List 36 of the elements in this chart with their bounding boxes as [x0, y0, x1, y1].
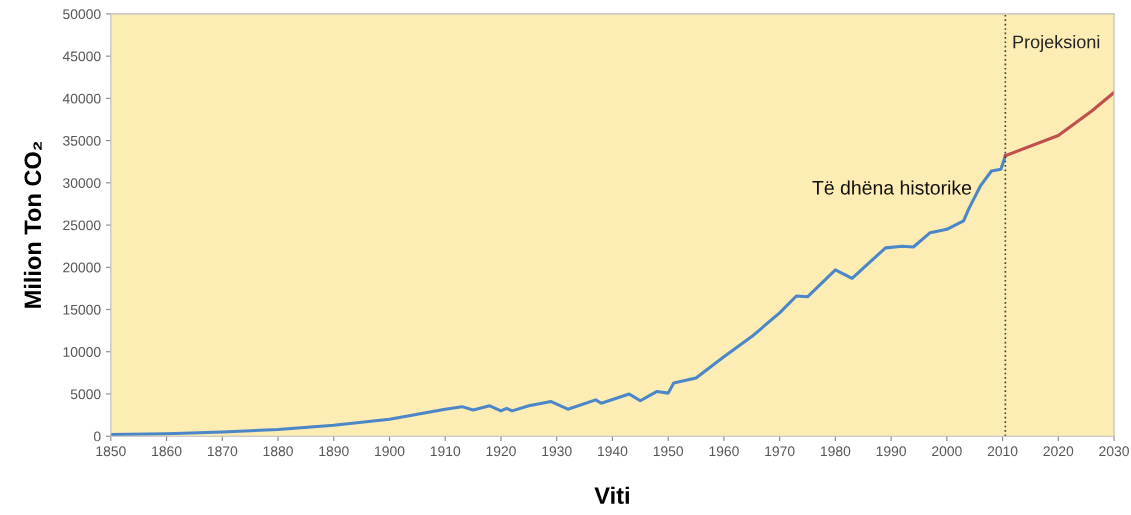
x-tick-label: 1980	[820, 446, 851, 457]
x-tick-label: 2010	[987, 446, 1018, 457]
y-tick-label: 35000	[63, 135, 101, 146]
x-tick-label: 1910	[430, 446, 461, 457]
x-tick-label: 1920	[486, 446, 516, 457]
y-tick-label: 15000	[63, 304, 101, 315]
y-tick-label: 10000	[63, 347, 101, 357]
y-tick-label: 30000	[63, 178, 101, 188]
x-tick-label: 1880	[263, 446, 293, 457]
x-tick-label: 1960	[709, 446, 739, 457]
x-tick-label: 1900	[375, 446, 405, 457]
x-tick-label: 1970	[765, 446, 795, 457]
y-tick-label: 25000	[63, 220, 101, 231]
x-tick-label: 2030	[1099, 446, 1129, 457]
x-tick-label: 1890	[319, 446, 349, 457]
x-tick-label: 1930	[542, 446, 572, 457]
text: Projeksioni	[1013, 35, 1100, 52]
y-axis-title: Milion Ton CO₂	[23, 141, 42, 308]
x-tick-label: 2000	[932, 446, 962, 457]
x-axis-title: Viti	[594, 486, 629, 504]
x-tick-label: 2020	[1043, 446, 1074, 457]
series-label: Të dhëna historike	[812, 180, 972, 195]
x-tick-label: 1990	[876, 446, 907, 457]
line-series	[1003, 90, 1115, 158]
line-series	[110, 154, 1007, 437]
x-tick-label: 1870	[207, 446, 238, 457]
x-tick-label: 1850	[96, 446, 126, 457]
y-tick-label: 50000	[63, 9, 101, 20]
x-tick-label: 1860	[152, 446, 182, 457]
y-tick-label: 5000	[70, 389, 101, 400]
y-tick-label: 20000	[63, 262, 101, 273]
x-tick-label: 1940	[598, 446, 628, 457]
y-tick-label: 45000	[62, 51, 101, 62]
y-tick-label: 0	[93, 431, 101, 442]
y-tick-label: 40000	[62, 93, 101, 104]
x-tick-label: 1950	[653, 446, 684, 457]
